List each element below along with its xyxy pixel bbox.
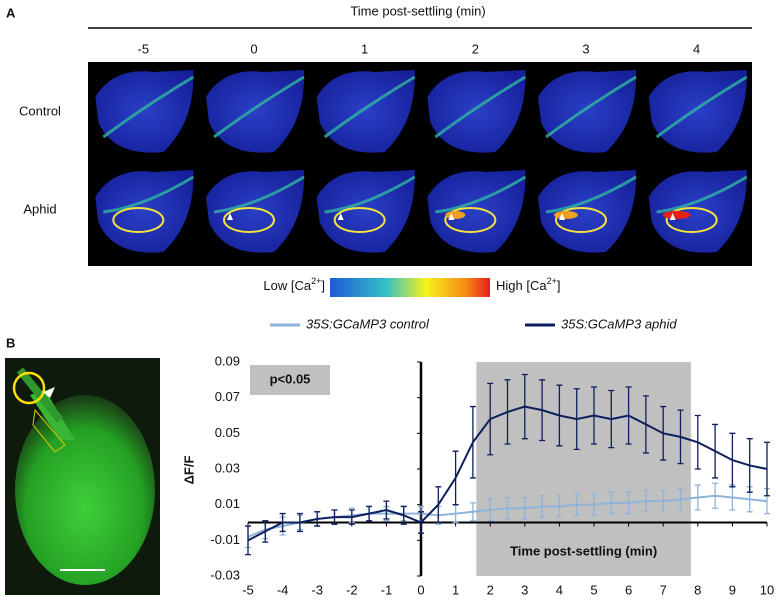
arrowhead (227, 213, 233, 220)
x-tick-label: 0 (417, 582, 424, 597)
time-label: 0 (250, 41, 257, 56)
roi (665, 207, 718, 233)
arrowhead (559, 213, 565, 220)
vein (213, 75, 305, 139)
x-tick-label: 4 (556, 582, 563, 597)
arrowhead (669, 213, 676, 220)
time-label: 2 (472, 41, 479, 56)
x-tick-label: 5 (590, 582, 597, 597)
vein (324, 175, 416, 214)
vein (434, 75, 527, 139)
colorbar-high: High [Ca2+] (496, 276, 560, 293)
label-part: ] (321, 278, 325, 293)
time-label: 3 (582, 41, 589, 56)
row-label: Aphid (23, 201, 56, 216)
vein (102, 75, 195, 139)
x-tick-label: 9 (729, 582, 736, 597)
roi (555, 207, 607, 233)
hotspot (554, 211, 578, 219)
colorbar (330, 278, 490, 297)
y-tick-label: -0.01 (210, 532, 240, 547)
vein (103, 175, 195, 214)
vein (656, 175, 748, 214)
time-label: -5 (138, 41, 150, 56)
arrowhead (337, 213, 344, 220)
x-tick-label: -5 (242, 582, 254, 597)
label-part: 2+ (311, 276, 321, 286)
x-tick-label: 8 (694, 582, 701, 597)
y-tick-label: 0.03 (215, 460, 240, 475)
y-tick-label: 0.05 (215, 425, 240, 440)
hotspot (445, 211, 466, 219)
y-axis-label: ΔF/F (181, 456, 196, 485)
legend-label: 35S:GCaMP3 aphid (561, 316, 677, 331)
vein (323, 75, 416, 139)
x-tick-label: 2 (487, 582, 494, 597)
x-tick-label: -2 (346, 582, 358, 597)
roi (112, 207, 165, 233)
vein (545, 75, 637, 139)
hotspot (662, 211, 691, 219)
row-label: Control (19, 103, 61, 118)
annotation-box (250, 365, 330, 395)
label-part: ] (557, 278, 561, 293)
label-part: 2+ (547, 276, 557, 286)
roi (444, 207, 497, 233)
error-bar (245, 525, 251, 556)
image-strip (88, 62, 752, 266)
vein (435, 175, 527, 214)
vein (655, 75, 748, 139)
x-tick-label: 6 (625, 582, 632, 597)
y-tick-label: 0.07 (215, 389, 240, 404)
roi (223, 207, 275, 233)
y-tick-label: -0.03 (210, 567, 240, 582)
legend-label: 35S:GCaMP3 control (306, 316, 430, 331)
x-tick-label: 1 (452, 582, 459, 597)
highlight-region (476, 362, 691, 576)
y-tick-label: 0.01 (215, 496, 240, 511)
time-label: 4 (693, 41, 700, 56)
x-tick-label: -3 (311, 582, 323, 597)
micrograph (5, 358, 160, 595)
x-tick-label: -4 (277, 582, 289, 597)
y-tick-label: 0.09 (215, 353, 240, 368)
time-label: 1 (361, 41, 368, 56)
arrowhead (448, 213, 455, 220)
label-part: High [Ca (496, 278, 547, 293)
colorbar-low: Low [Ca2+] (263, 276, 325, 293)
x-tick-label: 3 (521, 582, 528, 597)
x-tick-label: 7 (660, 582, 667, 597)
highlight-label: Time post-settling (min) (510, 543, 657, 558)
vein (213, 175, 305, 214)
vein (545, 175, 637, 214)
x-tick-label: 10 (760, 582, 774, 597)
panel-title: Time post-settling (min) (350, 3, 485, 18)
annotation: p<0.05 (270, 371, 311, 386)
series-line (247, 405, 768, 542)
panel-label: A (6, 5, 16, 20)
label-part: Low [Ca (263, 278, 311, 293)
x-tick-label: -1 (381, 582, 393, 597)
roi (333, 207, 386, 233)
panel-label: B (6, 335, 15, 350)
